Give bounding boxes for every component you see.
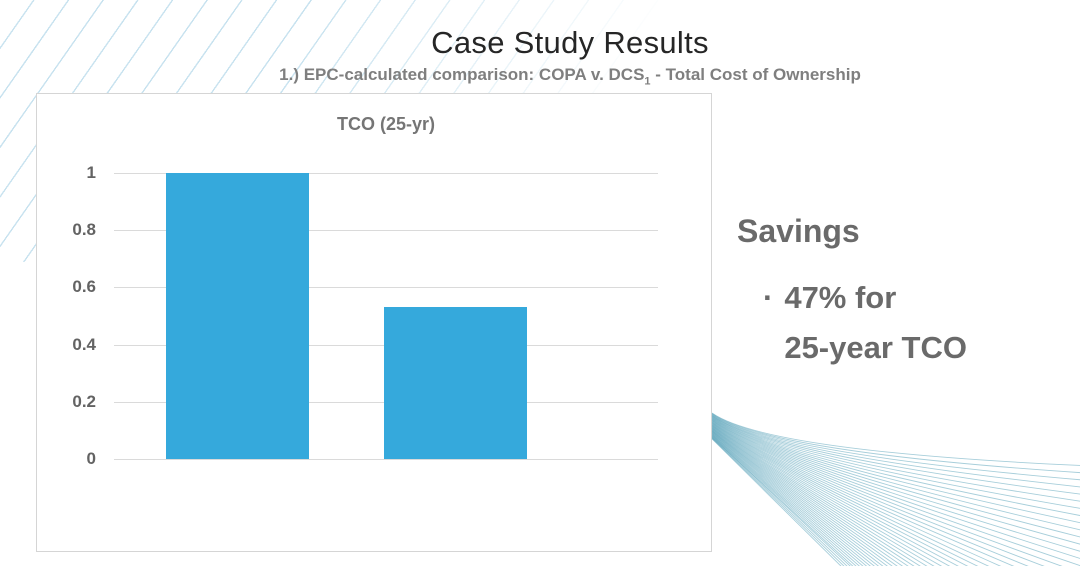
savings-callout: Savings · 47% for 25-year TCO bbox=[737, 211, 967, 373]
chart-card: TCO (25-yr) 1 0.8 0.6 0.4 0.2 0 bbox=[36, 93, 712, 552]
y-axis-tick-label: 0.2 bbox=[72, 391, 96, 411]
bar-COPA bbox=[165, 173, 310, 459]
y-axis-tick-label: 0.8 bbox=[72, 220, 96, 240]
savings-item-text: 47% for 25-year TCO bbox=[784, 273, 967, 373]
y-axis-tick-label: 1 bbox=[86, 163, 96, 182]
page-title: Case Study Results bbox=[431, 25, 709, 60]
slide-subtitle: 1.) EPC-calculated comparison: COPA v. D… bbox=[60, 64, 1080, 88]
gridline bbox=[114, 459, 658, 460]
gridline bbox=[114, 287, 658, 289]
savings-bullet-item: · 47% for 25-year TCO bbox=[737, 273, 967, 373]
subtitle-text: 1.) EPC-calculated comparison: COPA v. D… bbox=[279, 65, 645, 84]
y-axis-tick-label: 0.4 bbox=[72, 334, 96, 354]
y-axis-tick-label: 0.6 bbox=[72, 277, 96, 297]
savings-line-1: 47% for bbox=[784, 280, 897, 315]
subtitle-suffix: - Total Cost of Ownership bbox=[650, 65, 861, 84]
bullet-icon: · bbox=[763, 280, 774, 315]
y-axis-tick-label: 0 bbox=[86, 449, 96, 468]
savings-heading: Savings bbox=[737, 213, 860, 249]
gridline bbox=[114, 230, 658, 232]
chart-title: TCO (25-yr) bbox=[336, 114, 435, 134]
bar-DCS1 bbox=[383, 307, 528, 459]
plot-area: 1 0.8 0.6 0.4 0.2 0 bbox=[72, 163, 658, 468]
savings-line-2: 25-year TCO bbox=[784, 330, 967, 365]
gridline bbox=[114, 173, 658, 174]
subtitle-subscript: 1 bbox=[644, 75, 651, 88]
slide-header: Case Study Results 1.) EPC-calculated co… bbox=[60, 24, 1080, 88]
